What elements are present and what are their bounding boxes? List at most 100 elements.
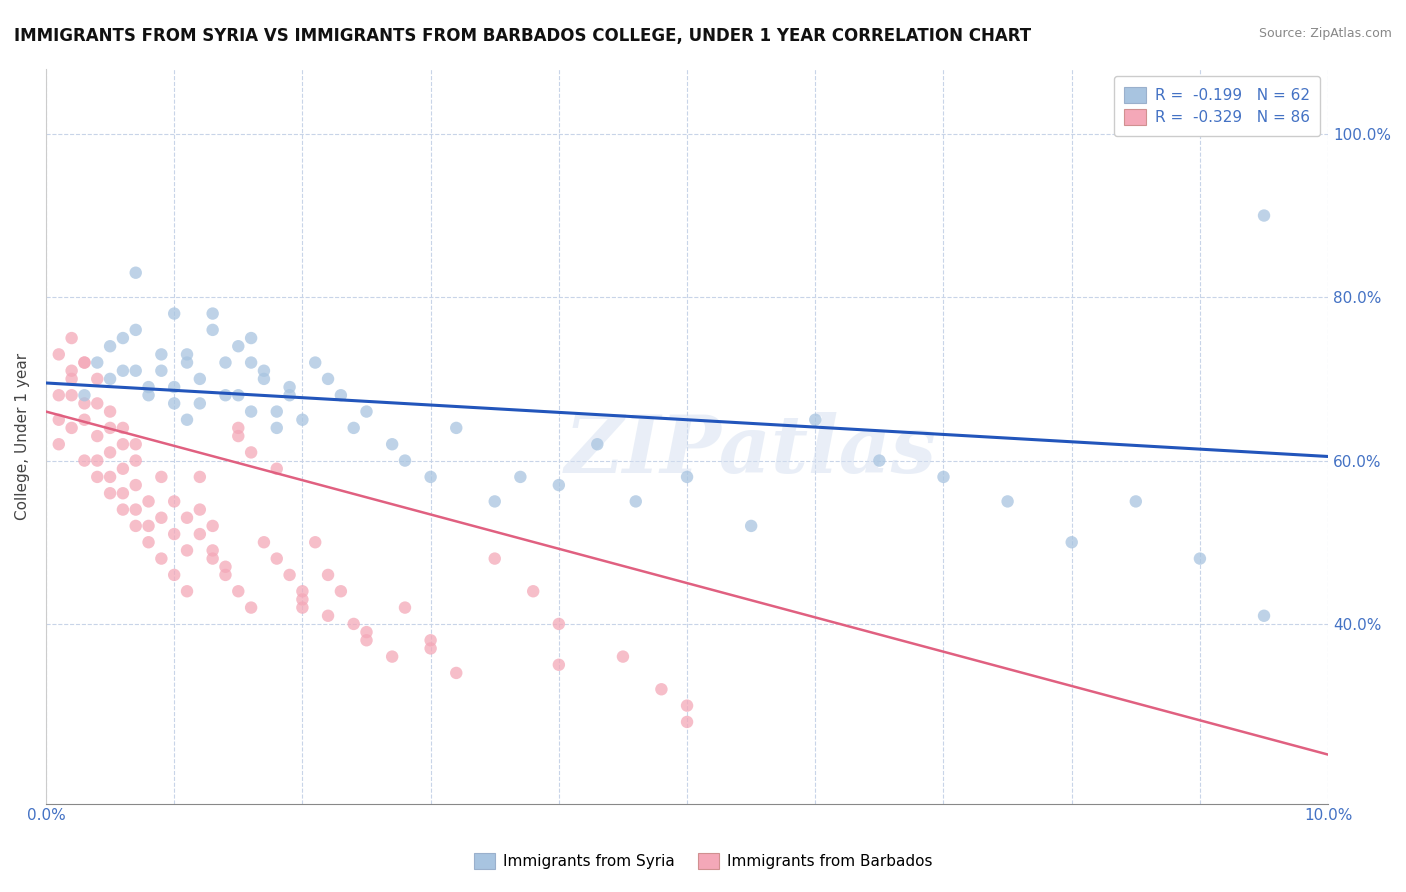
Text: Source: ZipAtlas.com: Source: ZipAtlas.com — [1258, 27, 1392, 40]
Immigrants from Syria — [138, 388, 160, 402]
Immigrants from Barbados — [111, 486, 134, 500]
Immigrants from Syria — [176, 355, 198, 369]
Immigrants from Barbados — [125, 437, 148, 451]
Immigrants from Barbados — [240, 600, 263, 615]
Immigrants from Syria — [304, 355, 326, 369]
Text: ZIPatlas: ZIPatlas — [565, 412, 938, 490]
Immigrants from Barbados — [163, 568, 186, 582]
Immigrants from Syria — [86, 355, 108, 369]
Immigrants from Syria — [316, 372, 339, 386]
Immigrants from Barbados — [150, 470, 173, 484]
Immigrants from Barbados — [111, 421, 134, 435]
Immigrants from Barbados — [266, 551, 288, 566]
Immigrants from Barbados — [226, 429, 249, 443]
Immigrants from Barbados — [612, 649, 634, 664]
Immigrants from Syria — [419, 470, 441, 484]
Immigrants from Barbados — [98, 470, 121, 484]
Immigrants from Barbados — [163, 494, 186, 508]
Immigrants from Syria — [240, 404, 263, 418]
Immigrants from Barbados — [60, 421, 83, 435]
Immigrants from Barbados — [356, 625, 378, 640]
Immigrants from Syria — [188, 372, 211, 386]
Immigrants from Syria — [266, 404, 288, 418]
Immigrants from Syria — [1253, 608, 1275, 623]
Immigrants from Barbados — [201, 551, 224, 566]
Immigrants from Syria — [163, 307, 186, 321]
Immigrants from Barbados — [419, 633, 441, 648]
Immigrants from Barbados — [86, 453, 108, 467]
Immigrants from Syria — [214, 388, 236, 402]
Immigrants from Barbados — [266, 461, 288, 475]
Immigrants from Barbados — [111, 461, 134, 475]
Immigrants from Barbados — [201, 543, 224, 558]
Immigrants from Barbados — [214, 559, 236, 574]
Immigrants from Barbados — [60, 372, 83, 386]
Immigrants from Syria — [740, 519, 762, 533]
Immigrants from Syria — [343, 421, 366, 435]
Immigrants from Barbados — [676, 698, 699, 713]
Immigrants from Barbados — [304, 535, 326, 549]
Immigrants from Syria — [624, 494, 647, 508]
Immigrants from Syria — [98, 372, 121, 386]
Immigrants from Barbados — [394, 600, 416, 615]
Immigrants from Syria — [509, 470, 531, 484]
Immigrants from Barbados — [291, 584, 314, 599]
Immigrants from Syria — [226, 388, 249, 402]
Immigrants from Syria — [1060, 535, 1083, 549]
Immigrants from Syria — [356, 404, 378, 418]
Immigrants from Barbados — [522, 584, 544, 599]
Legend: R =  -0.199   N = 62, R =  -0.329   N = 86: R = -0.199 N = 62, R = -0.329 N = 86 — [1114, 76, 1320, 136]
Immigrants from Barbados — [125, 478, 148, 492]
Immigrants from Barbados — [98, 421, 121, 435]
Legend: Immigrants from Syria, Immigrants from Barbados: Immigrants from Syria, Immigrants from B… — [468, 847, 938, 875]
Immigrants from Syria — [932, 470, 955, 484]
Immigrants from Barbados — [86, 429, 108, 443]
Text: IMMIGRANTS FROM SYRIA VS IMMIGRANTS FROM BARBADOS COLLEGE, UNDER 1 YEAR CORRELAT: IMMIGRANTS FROM SYRIA VS IMMIGRANTS FROM… — [14, 27, 1031, 45]
Immigrants from Barbados — [278, 568, 301, 582]
Immigrants from Syria — [138, 380, 160, 394]
Immigrants from Barbados — [73, 453, 96, 467]
Immigrants from Syria — [291, 413, 314, 427]
Immigrants from Barbados — [60, 331, 83, 345]
Immigrants from Syria — [111, 364, 134, 378]
Immigrants from Barbados — [73, 355, 96, 369]
Immigrants from Barbados — [150, 551, 173, 566]
Immigrants from Syria — [214, 355, 236, 369]
Immigrants from Barbados — [226, 421, 249, 435]
Immigrants from Syria — [201, 307, 224, 321]
Immigrants from Barbados — [48, 388, 70, 402]
Immigrants from Barbados — [60, 364, 83, 378]
Immigrants from Syria — [201, 323, 224, 337]
Immigrants from Syria — [804, 413, 827, 427]
Immigrants from Syria — [1125, 494, 1147, 508]
Immigrants from Syria — [240, 355, 263, 369]
Immigrants from Syria — [266, 421, 288, 435]
Immigrants from Barbados — [176, 510, 198, 524]
Immigrants from Syria — [997, 494, 1019, 508]
Immigrants from Barbados — [329, 584, 352, 599]
Immigrants from Barbados — [176, 584, 198, 599]
Immigrants from Syria — [125, 323, 148, 337]
Immigrants from Barbados — [98, 404, 121, 418]
Immigrants from Barbados — [676, 714, 699, 729]
Immigrants from Barbados — [343, 616, 366, 631]
Immigrants from Barbados — [86, 396, 108, 410]
Immigrants from Barbados — [111, 502, 134, 516]
Immigrants from Syria — [484, 494, 506, 508]
Immigrants from Syria — [868, 453, 890, 467]
Immigrants from Barbados — [188, 470, 211, 484]
Immigrants from Barbados — [176, 543, 198, 558]
Immigrants from Barbados — [86, 470, 108, 484]
Immigrants from Syria — [73, 388, 96, 402]
Immigrants from Syria — [547, 478, 569, 492]
Immigrants from Barbados — [201, 519, 224, 533]
Immigrants from Barbados — [125, 502, 148, 516]
Immigrants from Syria — [446, 421, 468, 435]
Immigrants from Syria — [163, 396, 186, 410]
Y-axis label: College, Under 1 year: College, Under 1 year — [15, 352, 30, 520]
Immigrants from Syria — [253, 364, 276, 378]
Immigrants from Barbados — [86, 372, 108, 386]
Immigrants from Barbados — [111, 437, 134, 451]
Immigrants from Barbados — [163, 527, 186, 541]
Immigrants from Barbados — [381, 649, 404, 664]
